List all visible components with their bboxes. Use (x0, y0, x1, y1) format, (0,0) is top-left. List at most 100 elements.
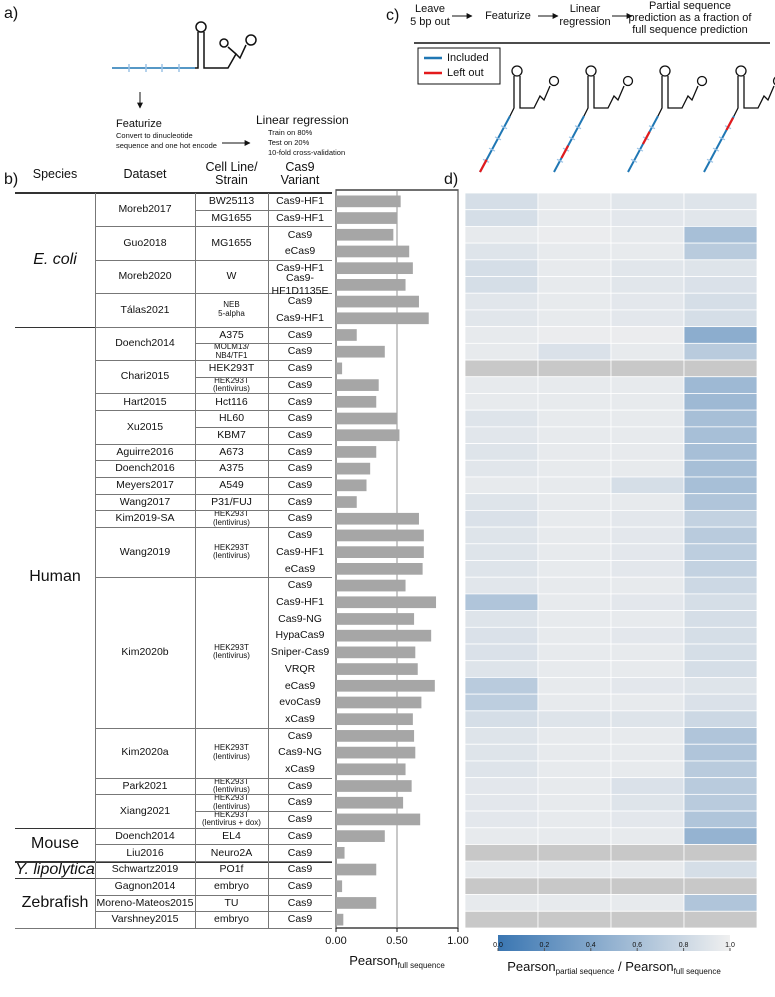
row-rule (195, 894, 332, 896)
heatmap-cell (610, 526, 685, 545)
heatmap-cell (537, 493, 612, 511)
step-note: sequence and one hot encode (116, 141, 217, 150)
row-rule (195, 577, 332, 579)
table-cell: Cas9 (287, 512, 313, 525)
row-rule (195, 326, 332, 328)
table-cell: Wang2017 (119, 495, 171, 508)
bar (336, 195, 401, 208)
bar (336, 479, 367, 492)
heatmap-cell (683, 543, 758, 561)
table-cell: Varshney2015 (111, 913, 179, 926)
table-cell: Tálas2021 (120, 303, 170, 316)
heatmap-cell (464, 710, 539, 728)
bar (336, 913, 344, 926)
colorbar (498, 935, 730, 951)
heatmap-cell (464, 777, 539, 795)
sgrna-loop (659, 65, 671, 77)
heatmap-cell (683, 760, 758, 779)
row-rule (195, 376, 332, 378)
heatmap-cell (683, 810, 758, 829)
heatmap-cell (610, 393, 685, 411)
table-cell: embryo (213, 913, 249, 926)
heatmap-cell (537, 760, 612, 779)
table-cell: Mouse (30, 835, 80, 853)
heatmap-cell (464, 292, 539, 311)
heatmap-cell (683, 910, 758, 929)
table-cell: eCas9 (284, 679, 316, 692)
row-rule (195, 493, 332, 495)
heatmap-cell (537, 292, 612, 311)
column-header: Cell Line/ Strain (205, 160, 258, 187)
table-cell: Cas9 (287, 863, 313, 876)
heatmap-cell (683, 326, 758, 344)
heatmap-cell (464, 760, 539, 779)
table-cell: xCas9 (285, 763, 315, 776)
table-cell: Moreb2020 (118, 270, 172, 283)
bar (336, 312, 429, 325)
heatmap-cell (537, 626, 612, 645)
heatmap-cell (464, 309, 539, 328)
heatmap-cell (683, 560, 758, 578)
table-cell: HL60 (218, 412, 245, 425)
heatmap-cell (464, 793, 539, 812)
table-cell: VRQR (284, 662, 316, 675)
heatmap-cell (464, 376, 539, 394)
heatmap-cell (610, 309, 685, 328)
sgrna-tick (636, 147, 644, 152)
colorbar-label-main: / Pearson (614, 959, 673, 974)
table-cell: Park2021 (122, 779, 168, 792)
table-cell: Hart2015 (123, 395, 167, 408)
heatmap-cell (610, 292, 685, 311)
heatmap-cell (537, 259, 612, 277)
bar (336, 746, 416, 759)
heatmap-cell (683, 660, 758, 678)
table-cell: Cas9 (287, 428, 313, 441)
heatmap-cell (537, 276, 612, 294)
table-cell: Liu2016 (126, 846, 164, 859)
heatmap-cell (537, 610, 612, 628)
panel-label: d) (444, 171, 458, 188)
heatmap-cell (464, 643, 539, 662)
table-cell: Cas9 (287, 829, 313, 842)
heatmap-cell (683, 877, 758, 895)
bar (336, 429, 400, 442)
heatmap-cell (683, 359, 758, 378)
heatmap-cell (537, 393, 612, 411)
heatmap-cell (610, 326, 685, 344)
bar (336, 395, 377, 408)
legend-label: Included (447, 52, 489, 64)
colorbar-tick-label: 0.4 (586, 942, 596, 949)
table-cell: Cas9-HF1 (276, 596, 324, 608)
sgrna-scaffold (733, 76, 775, 117)
heatmap-cell (464, 259, 539, 277)
heatmap-cell (683, 827, 758, 845)
table-cell: HEK293T (lentivirus) (213, 776, 250, 795)
heatmap-cell (537, 777, 612, 795)
heatmap-cell (683, 610, 758, 628)
bar (336, 362, 343, 375)
table-cell: HEK293T (lentivirus) (213, 509, 250, 527)
heatmap-cell (537, 844, 612, 862)
heatmap-cell (610, 476, 685, 495)
heatmap-cell (683, 209, 758, 227)
heatmap-cell (464, 493, 539, 511)
sgrna-schematic (112, 21, 257, 72)
table-cell: HEK293T (lentivirus) (213, 642, 250, 661)
bar (336, 329, 357, 341)
bar (336, 613, 415, 625)
heatmap-cell (464, 693, 539, 712)
heatmap-cell (683, 226, 758, 244)
heatmap-cell (610, 894, 685, 912)
table-cell: Y. lipolytica (15, 860, 95, 878)
table-cell: Cas9 (287, 879, 313, 892)
step-note: Convert to dinucleotide (116, 131, 193, 140)
heatmap-cell (683, 777, 758, 795)
table-cell: Cas9 (287, 378, 313, 391)
heatmap-cell (610, 409, 685, 428)
table-cell: Guo2018 (123, 236, 167, 249)
table-cell: MG1655 (211, 211, 252, 224)
bar (336, 579, 406, 592)
heatmap-cell (610, 710, 685, 728)
table-cell: Xiang2021 (119, 804, 171, 817)
column-rule (195, 193, 196, 928)
